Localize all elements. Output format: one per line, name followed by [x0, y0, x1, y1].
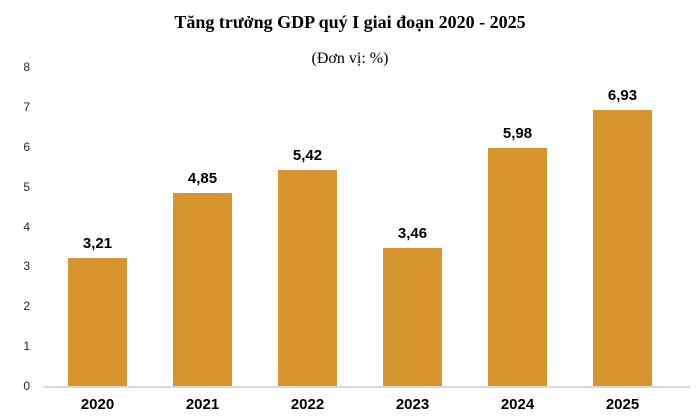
bar-value-label-2022: 5,42	[292, 146, 323, 164]
y-tick-label: 8	[23, 60, 30, 74]
y-tick-label: 0	[23, 379, 30, 393]
x-tick-label-2025: 2025	[605, 396, 640, 413]
y-tick-label: 2	[23, 299, 30, 314]
bar-value-label-2021: 4,85	[187, 169, 218, 187]
bar-2023	[383, 248, 442, 386]
y-tick-label: 1	[23, 339, 30, 354]
y-tick-label: 6	[23, 139, 30, 154]
bar-value-label-2025: 6,93	[607, 86, 638, 104]
y-tick-label: 7	[23, 99, 30, 114]
y-tick-label: 5	[23, 179, 30, 194]
bar-value-label-2024: 5,98	[502, 124, 533, 142]
bar-value-label-2020: 3,21	[82, 235, 113, 252]
x-tick-label-2021: 2021	[185, 396, 220, 413]
chart-subtitle: (Đơn vị: %)	[311, 50, 389, 67]
bar-2025	[593, 109, 652, 386]
x-tick-label-2024: 2024	[500, 396, 535, 413]
y-tick-label: 4	[23, 219, 30, 234]
bar-2020	[68, 258, 127, 386]
x-axis-baseline	[43, 386, 690, 388]
bar-2021	[173, 192, 232, 386]
x-tick-label-2020: 2020	[80, 396, 115, 413]
bar-2022	[278, 169, 337, 386]
x-tick-label-2023: 2023	[395, 396, 430, 413]
bar-2024	[488, 147, 547, 386]
x-tick-label-2022: 2022	[290, 396, 325, 413]
y-tick-label: 3	[23, 259, 30, 274]
chart-title: Tăng trưởng GDP quý I giai đoạn 2020 - 2…	[174, 12, 526, 32]
bar-value-label-2023: 3,46	[397, 225, 428, 243]
